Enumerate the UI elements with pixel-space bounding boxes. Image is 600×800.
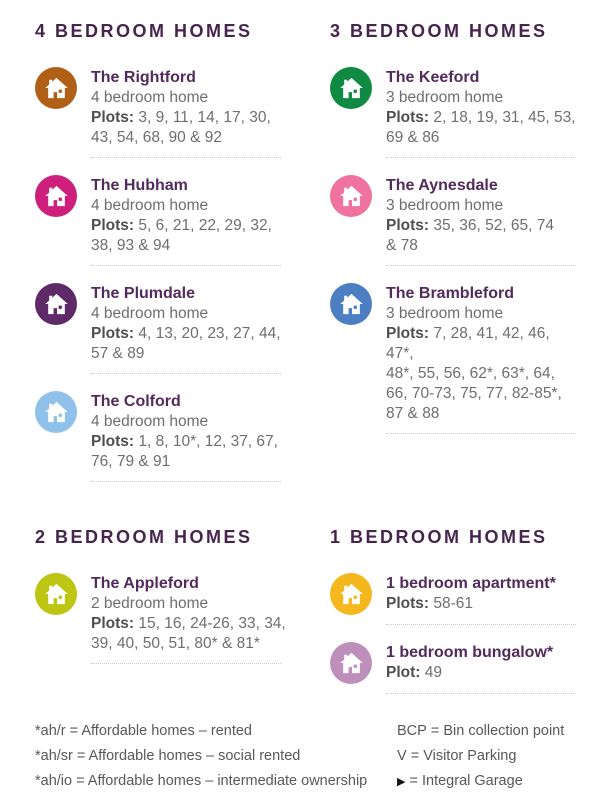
section-title: 3 BEDROOM HOMES [330, 21, 548, 41]
house-icon [35, 67, 77, 109]
home-name: The Plumdale [91, 285, 196, 302]
house-icon [35, 283, 77, 325]
home-name: The Appleford [91, 575, 199, 592]
section-3-bedroom-homes: 3 BEDROOM HOMES The Keeford 3 bedroom ho… [330, 15, 580, 499]
dotted-divider [386, 433, 576, 434]
home-description: 4 bedroom home [91, 305, 209, 322]
home-item-colford: The Colford 4 bedroom home Plots: 1, 8, … [35, 391, 330, 472]
home-name: The Rightford [91, 69, 196, 86]
home-description: 3 bedroom home [386, 305, 504, 322]
section-2-bedroom-homes: 2 BEDROOM HOMES The Appleford 2 bedroom … [35, 521, 330, 711]
home-description: 4 bedroom home [91, 413, 209, 430]
dotted-divider [91, 373, 281, 374]
home-name: The Brambleford [386, 285, 515, 302]
map-symbol-notes: BCP = Bin collection point V = Visitor P… [397, 723, 564, 799]
house-icon [35, 175, 77, 217]
plots-text: Plot: 49 [386, 664, 442, 681]
bcp-abbreviation: BCP [397, 723, 427, 739]
home-item-keeford: The Keeford 3 bedroom home Plots: 2, 18,… [330, 67, 580, 148]
dotted-divider [386, 693, 576, 694]
dotted-divider [386, 265, 576, 266]
dotted-divider [386, 624, 576, 625]
plots-text: Plots: 7, 28, 41, 42, 46, 47*, 48*, 55, … [386, 325, 562, 422]
house-icon [35, 391, 77, 433]
home-description: 4 bedroom home [91, 89, 209, 106]
home-description: 3 bedroom home [386, 89, 504, 106]
home-description: 4 bedroom home [91, 197, 209, 214]
plots-text: Plots: 2, 18, 19, 31, 45, 53, 69 & 86 [386, 109, 576, 146]
home-description: 2 bedroom home [91, 595, 209, 612]
home-item-1-bed-bungalow: 1 bedroom bungalow* Plot: 49 [330, 642, 580, 684]
home-item-rightford: The Rightford 4 bedroom home Plots: 3, 9… [35, 67, 330, 148]
home-name: The Hubham [91, 177, 188, 194]
note-integral-garage: ▶ = Integral Garage [397, 773, 523, 789]
home-item-brambleford: The Brambleford 3 bedroom home Plots: 7,… [330, 283, 580, 424]
home-item-plumdale: The Plumdale 4 bedroom home Plots: 4, 13… [35, 283, 330, 364]
house-icon [330, 642, 372, 684]
home-name: 1 bedroom apartment* [386, 575, 556, 592]
plots-text: Plots: 3, 9, 11, 14, 17, 30, 43, 54, 68,… [91, 109, 271, 146]
dotted-divider [91, 663, 281, 664]
note-ah-sr: *ah/sr = Affordable homes – social rente… [35, 748, 301, 764]
section-title: 2 BEDROOM HOMES [35, 527, 253, 547]
dotted-divider [91, 481, 281, 482]
house-icon [330, 283, 372, 325]
plots-text: Plots: 15, 16, 24-26, 33, 34, 39, 40, 50… [91, 615, 286, 652]
home-name: 1 bedroom bungalow* [386, 644, 554, 661]
note-ah-r: *ah/r = Affordable homes – rented [35, 723, 252, 739]
affordable-homes-notes: *ah/r = Affordable homes – rented *ah/sr… [35, 723, 397, 799]
visitor-parking-abbreviation: V [397, 748, 407, 764]
dotted-divider [386, 157, 576, 158]
section-title: 1 BEDROOM HOMES [330, 527, 548, 547]
section-title: 4 BEDROOM HOMES [35, 21, 253, 41]
section-4-bedroom-homes: 4 BEDROOM HOMES The Rightford 4 bedroom … [35, 15, 330, 499]
house-icon [330, 175, 372, 217]
note-ah-io: *ah/io = Affordable homes – intermediate… [35, 773, 368, 789]
home-item-aynesdale: The Aynesdale 3 bedroom home Plots: 35, … [330, 175, 580, 256]
dotted-divider [91, 157, 281, 158]
plots-text: Plots: 4, 13, 20, 23, 27, 44, 57 & 89 [91, 325, 281, 362]
plots-text: Plots: 1, 8, 10*, 12, 37, 67, 76, 79 & 9… [91, 433, 278, 470]
section-1-bedroom-homes: 1 BEDROOM HOMES 1 bedroom apartment* Plo… [330, 521, 580, 711]
legend-footer: *ah/r = Affordable homes – rented *ah/sr… [35, 723, 580, 799]
plots-text: Plots: 5, 6, 21, 22, 29, 32, 38, 93 & 94 [91, 217, 272, 254]
plots-text: Plots: 58-61 [386, 595, 474, 612]
house-icon [330, 67, 372, 109]
note-visitor-parking: V = Visitor Parking [397, 748, 517, 764]
note-bcp: BCP = Bin collection point [397, 723, 565, 739]
home-description: 3 bedroom home [386, 197, 504, 214]
sections-grid: 4 BEDROOM HOMES The Rightford 4 bedroom … [35, 15, 580, 711]
home-name: The Aynesdale [386, 177, 498, 194]
house-icon [35, 573, 77, 615]
plots-text: Plots: 35, 36, 52, 65, 74 & 78 [386, 217, 555, 254]
home-item-1-bed-apartment: 1 bedroom apartment* Plots: 58-61 [330, 573, 580, 615]
dotted-divider [91, 265, 281, 266]
home-item-hubham: The Hubham 4 bedroom home Plots: 5, 6, 2… [35, 175, 330, 256]
house-icon [330, 573, 372, 615]
home-item-appleford: The Appleford 2 bedroom home Plots: 15, … [35, 573, 330, 654]
home-name: The Keeford [386, 69, 480, 86]
home-name: The Colford [91, 393, 181, 410]
integral-garage-triangle-icon: ▶ [397, 776, 406, 788]
